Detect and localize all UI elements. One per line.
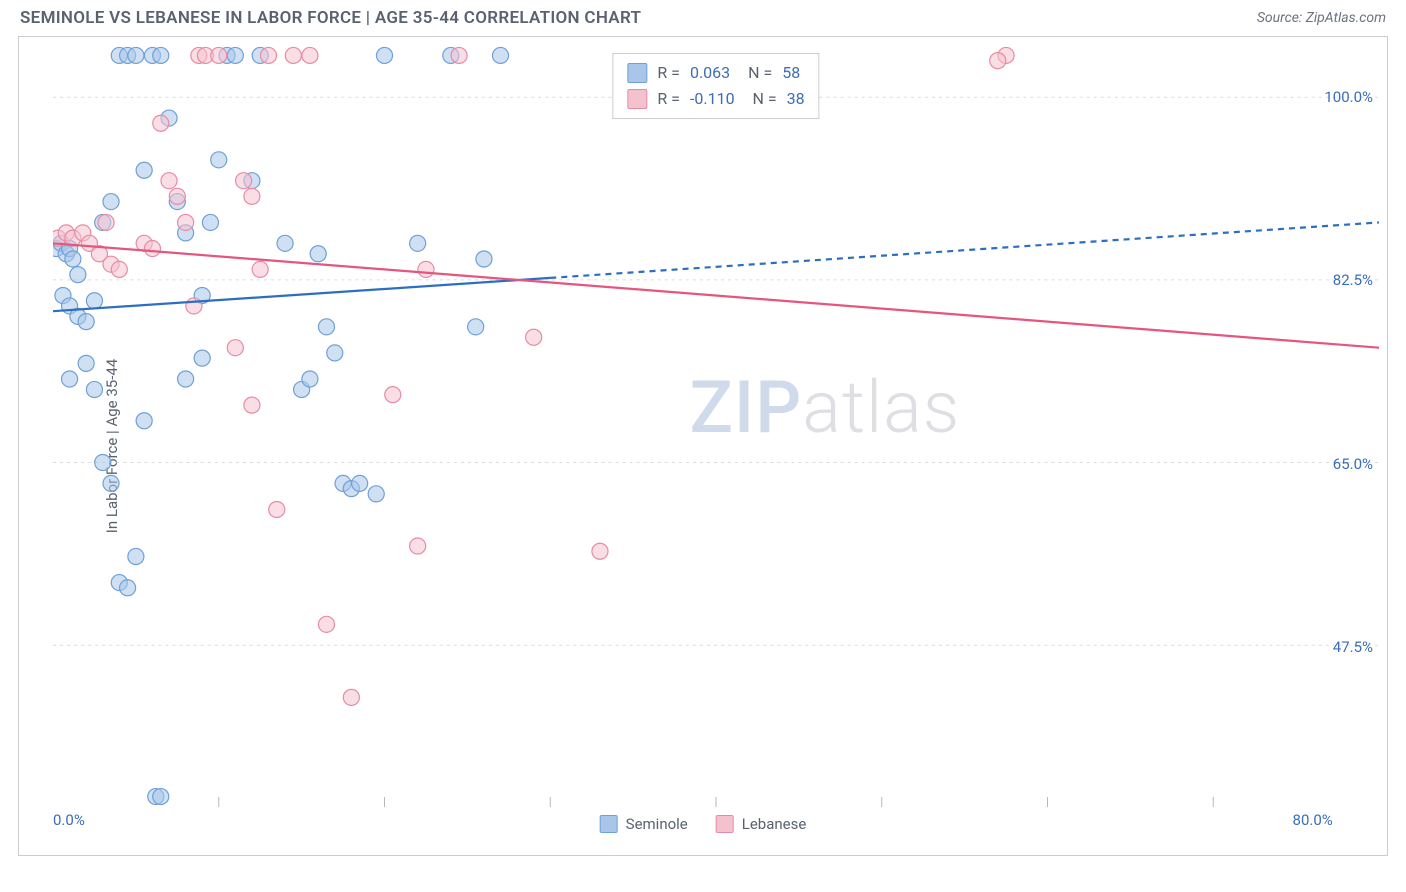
correlation-legend: R = 0.063 N = 58R = -0.110 N = 38 bbox=[612, 53, 819, 119]
data-point bbox=[153, 789, 169, 805]
data-point bbox=[236, 173, 252, 189]
data-point bbox=[990, 53, 1006, 69]
corr-n-label: N = bbox=[740, 60, 772, 86]
data-point bbox=[418, 261, 434, 277]
corr-r-label: R = bbox=[657, 86, 680, 112]
data-point bbox=[277, 235, 293, 251]
legend-swatch bbox=[716, 815, 734, 833]
y-tick-label: 100.0% bbox=[1324, 88, 1373, 106]
data-point bbox=[161, 173, 177, 189]
data-point bbox=[178, 214, 194, 230]
data-point bbox=[327, 345, 343, 361]
corr-n-value: 38 bbox=[787, 86, 805, 112]
x-tick-label: 0.0% bbox=[53, 811, 85, 829]
data-point bbox=[86, 381, 102, 397]
legend-label: Seminole bbox=[626, 815, 688, 833]
correlation-row: R = -0.110 N = 38 bbox=[627, 86, 804, 112]
data-point bbox=[202, 214, 218, 230]
data-point bbox=[269, 501, 285, 517]
data-point bbox=[144, 241, 160, 257]
data-point bbox=[95, 455, 111, 471]
correlation-row: R = 0.063 N = 58 bbox=[627, 60, 804, 86]
plot-area: ZIPatlas R = 0.063 N = 58R = -0.110 N = … bbox=[53, 45, 1379, 807]
data-point bbox=[153, 47, 169, 63]
data-point bbox=[492, 47, 508, 63]
data-point bbox=[410, 538, 426, 554]
legend-item: Seminole bbox=[600, 815, 688, 833]
data-point bbox=[178, 371, 194, 387]
data-point bbox=[318, 319, 334, 335]
data-point bbox=[136, 162, 152, 178]
chart-svg bbox=[53, 45, 1379, 807]
data-point bbox=[120, 580, 136, 596]
corr-r-value: 0.063 bbox=[690, 60, 730, 86]
series-legend: Seminole Lebanese bbox=[600, 815, 807, 833]
data-point bbox=[78, 314, 94, 330]
legend-label: Lebanese bbox=[742, 815, 807, 833]
corr-n-value: 58 bbox=[782, 60, 800, 86]
data-point bbox=[343, 689, 359, 705]
trend-line-dashed bbox=[550, 222, 1379, 277]
data-point bbox=[451, 47, 467, 63]
data-point bbox=[244, 397, 260, 413]
corr-r-label: R = bbox=[657, 60, 680, 86]
data-point bbox=[128, 548, 144, 564]
y-tick-label: 82.5% bbox=[1333, 271, 1373, 289]
data-point bbox=[194, 350, 210, 366]
data-point bbox=[153, 115, 169, 131]
data-point bbox=[476, 251, 492, 267]
y-tick-label: 65.0% bbox=[1333, 455, 1373, 473]
legend-swatch bbox=[600, 815, 618, 833]
data-point bbox=[244, 188, 260, 204]
data-point bbox=[227, 340, 243, 356]
legend-item: Lebanese bbox=[716, 815, 807, 833]
data-point bbox=[211, 152, 227, 168]
data-point bbox=[318, 616, 334, 632]
data-point bbox=[227, 47, 243, 63]
data-point bbox=[65, 251, 81, 267]
data-point bbox=[310, 246, 326, 262]
data-point bbox=[260, 47, 276, 63]
data-point bbox=[211, 47, 227, 63]
y-tick-label: 47.5% bbox=[1333, 638, 1373, 656]
data-point bbox=[285, 47, 301, 63]
trend-line bbox=[53, 278, 550, 311]
data-point bbox=[98, 214, 114, 230]
corr-n-label: N = bbox=[745, 86, 777, 112]
x-tick-label: 80.0% bbox=[1293, 811, 1333, 829]
data-point bbox=[376, 47, 392, 63]
data-point bbox=[252, 261, 268, 277]
data-point bbox=[136, 413, 152, 429]
data-point bbox=[70, 267, 86, 283]
chart-container: In Labor Force | Age 35-44 ZIPatlas R = … bbox=[18, 36, 1388, 856]
data-point bbox=[78, 355, 94, 371]
data-point bbox=[592, 543, 608, 559]
data-point bbox=[368, 486, 384, 502]
data-point bbox=[302, 47, 318, 63]
chart-title: SEMINOLE VS LEBANESE IN LABOR FORCE | AG… bbox=[20, 8, 641, 28]
data-point bbox=[169, 188, 185, 204]
data-point bbox=[526, 329, 542, 345]
corr-swatch bbox=[627, 89, 647, 109]
chart-source: Source: ZipAtlas.com bbox=[1257, 10, 1386, 26]
data-point bbox=[62, 371, 78, 387]
data-point bbox=[86, 293, 102, 309]
data-point bbox=[385, 387, 401, 403]
data-point bbox=[103, 194, 119, 210]
data-point bbox=[410, 235, 426, 251]
data-point bbox=[111, 261, 127, 277]
corr-swatch bbox=[627, 63, 647, 83]
data-point bbox=[468, 319, 484, 335]
data-point bbox=[128, 47, 144, 63]
data-point bbox=[352, 475, 368, 491]
corr-r-value: -0.110 bbox=[690, 86, 735, 112]
data-point bbox=[302, 371, 318, 387]
data-point bbox=[103, 475, 119, 491]
trend-line bbox=[53, 243, 1379, 347]
